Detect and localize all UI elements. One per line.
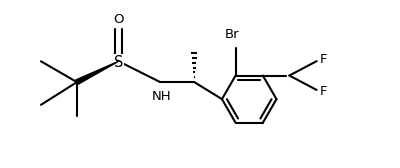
Text: Br: Br	[224, 28, 239, 41]
Polygon shape	[76, 61, 118, 84]
Text: S: S	[114, 55, 123, 70]
Text: O: O	[113, 13, 124, 26]
Text: F: F	[320, 53, 327, 66]
Text: F: F	[320, 85, 327, 98]
Text: NH: NH	[152, 90, 172, 103]
